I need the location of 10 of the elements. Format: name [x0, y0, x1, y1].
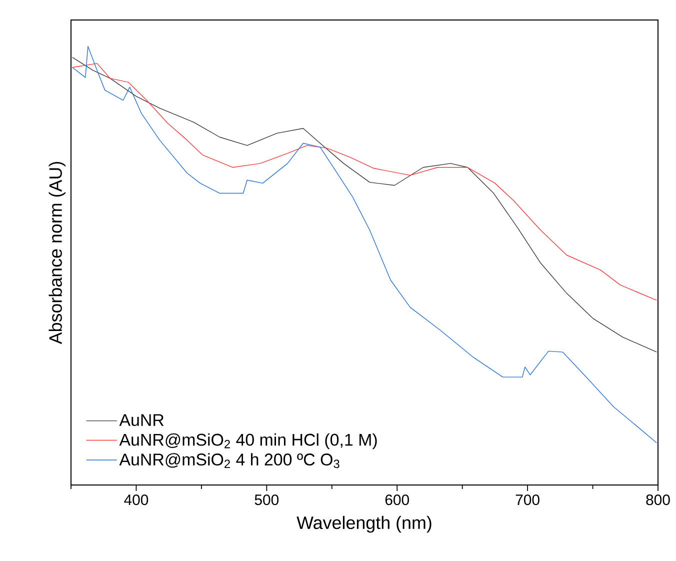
legend-label: AuNR@mSiO$_{2}$ 40 min HCl (0,1 M) [119, 433, 377, 450]
x-tick-label: 600 [385, 494, 409, 506]
legend-label: AuNR@mSiO$_{2}$ 4 h 200 ºC O$_{3}$ [119, 453, 340, 468]
y-axis-title: Absorbance norm (AU) [48, 162, 66, 344]
x-tick-label: 500 [254, 494, 279, 506]
x-axis-title: Wavelength (nm) [296, 516, 432, 533]
x-tick-label: 800 [646, 494, 670, 506]
x-tick-label: 400 [124, 494, 148, 506]
legend-label: AuNR [119, 414, 164, 426]
x-tick-label: 700 [516, 494, 540, 506]
